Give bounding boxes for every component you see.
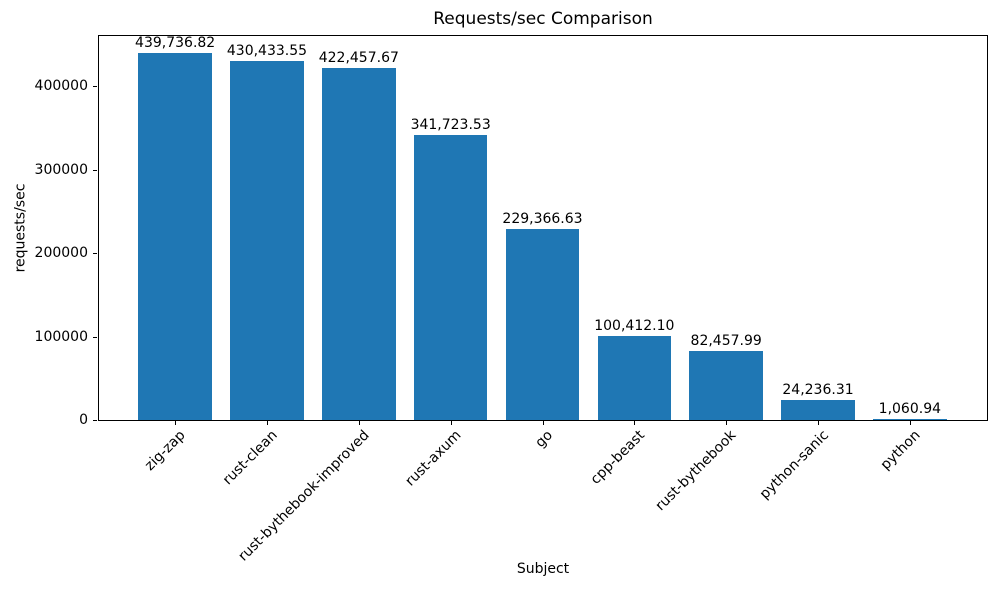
x-tick-label-python: python bbox=[877, 427, 924, 474]
x-tick bbox=[358, 421, 360, 425]
y-axis-label: requests/sec bbox=[12, 183, 28, 273]
y-tick-label: 200000 bbox=[34, 245, 88, 262]
bar-value-label: 229,366.63 bbox=[502, 210, 583, 227]
chart-title: Requests/sec Comparison bbox=[433, 9, 653, 29]
bar-cpp-beast bbox=[597, 336, 672, 420]
y-tick bbox=[93, 336, 97, 338]
y-tick-label: 0 bbox=[79, 412, 88, 428]
y-tick bbox=[93, 169, 97, 171]
bar-rust-bythebook bbox=[689, 351, 763, 420]
y-tick-label: 100000 bbox=[34, 328, 88, 345]
x-tick-label-rust-axum: rust-axum bbox=[402, 427, 465, 490]
bar-rust-bythebook-improved bbox=[322, 67, 396, 420]
x-tick bbox=[909, 421, 911, 425]
x-tick-label-rust-clean: rust-clean bbox=[219, 427, 281, 489]
bar-rust-clean bbox=[230, 61, 304, 420]
y-tick-label: 400000 bbox=[34, 78, 88, 95]
bar-value-label: 100,412.10 bbox=[594, 318, 675, 335]
x-tick bbox=[542, 421, 544, 425]
bar-zig-zap bbox=[138, 53, 212, 420]
x-tick bbox=[634, 421, 636, 425]
y-tick bbox=[93, 86, 97, 88]
x-tick-label-zig-zap: zig-zap bbox=[142, 427, 189, 474]
bar-value-label: 439,736.82 bbox=[135, 35, 216, 52]
x-tick bbox=[818, 421, 820, 425]
bar-value-label: 341,723.53 bbox=[410, 117, 491, 134]
x-tick bbox=[450, 421, 452, 425]
bar-python-sanic bbox=[781, 399, 855, 420]
x-tick bbox=[175, 421, 177, 425]
bar-value-label: 1,060.94 bbox=[878, 401, 942, 418]
y-tick-label: 300000 bbox=[34, 161, 88, 178]
x-tick bbox=[726, 421, 728, 425]
y-tick bbox=[93, 420, 97, 421]
bar-value-label: 24,236.31 bbox=[782, 381, 854, 398]
bar-go bbox=[505, 228, 580, 420]
x-tick-label-go: go bbox=[532, 427, 557, 451]
y-tick bbox=[93, 253, 97, 255]
x-tick-label-cpp-beast: cpp-beast bbox=[587, 427, 648, 488]
bar-rust-axum bbox=[413, 135, 488, 420]
bar-value-label: 82,457.99 bbox=[690, 333, 762, 350]
bar-python bbox=[873, 419, 947, 420]
bar-value-label: 422,457.67 bbox=[318, 49, 399, 66]
x-tick-label-rust-bythebook: rust-bythebook bbox=[652, 427, 740, 515]
x-axis-label: Subject bbox=[516, 561, 570, 577]
y-axis-label-wrap: requests/sec bbox=[6, 35, 34, 421]
x-tick-label-python-sanic: python-sanic bbox=[756, 427, 832, 503]
x-tick bbox=[266, 421, 268, 425]
bar-value-label: 430,433.55 bbox=[226, 43, 308, 60]
